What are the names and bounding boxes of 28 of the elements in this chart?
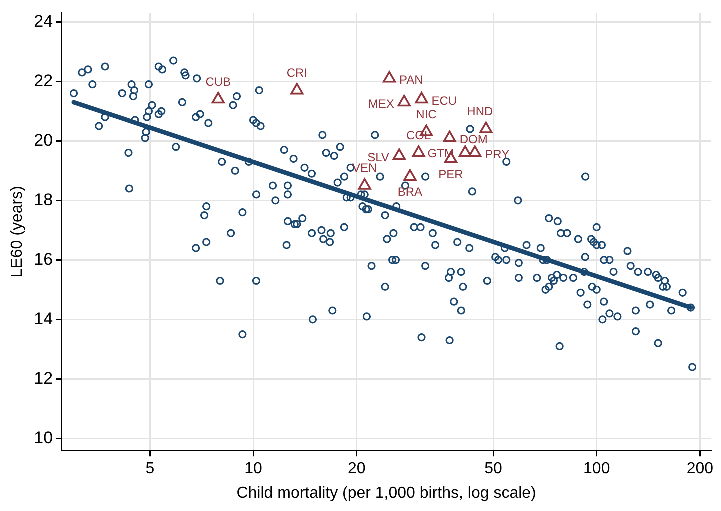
annotation: CRI (286, 66, 308, 80)
x-axis-title: Child mortality (per 1,000 births, log scale) (236, 484, 536, 502)
annotation: CUB (206, 74, 232, 89)
annotation: BRA (398, 185, 423, 200)
annotation: MEX (368, 96, 394, 111)
x-tick-label: 10 (244, 460, 263, 478)
y-tick-label: 24 (34, 12, 54, 31)
y-axis-title: LE60 (years) (9, 186, 26, 278)
annotation: ECU (432, 94, 458, 108)
x-tick-label: 100 (584, 460, 610, 478)
x-tick-label: 5 (146, 460, 155, 478)
y-tick-label: 10 (34, 428, 54, 448)
x-tick-label: 200 (686, 460, 714, 478)
annotation: NIC (416, 108, 438, 122)
annotation: HND (467, 104, 494, 119)
annotation: SLV (368, 150, 390, 164)
y-tick-label: 18 (34, 190, 54, 210)
y-tick-label: 12 (34, 368, 54, 388)
annotation: PRY (485, 147, 510, 162)
annotation: PAN (400, 72, 424, 87)
x-tick-label: 50 (484, 460, 503, 478)
y-tick-label: 20 (34, 130, 54, 150)
y-tick-label: 16 (34, 250, 54, 269)
y-tick-label: 22 (34, 71, 54, 90)
annotation: DOM (460, 132, 488, 146)
x-tick-label: 20 (348, 460, 366, 478)
y-tick-label: 14 (34, 309, 54, 328)
annotation: PER (438, 167, 464, 182)
